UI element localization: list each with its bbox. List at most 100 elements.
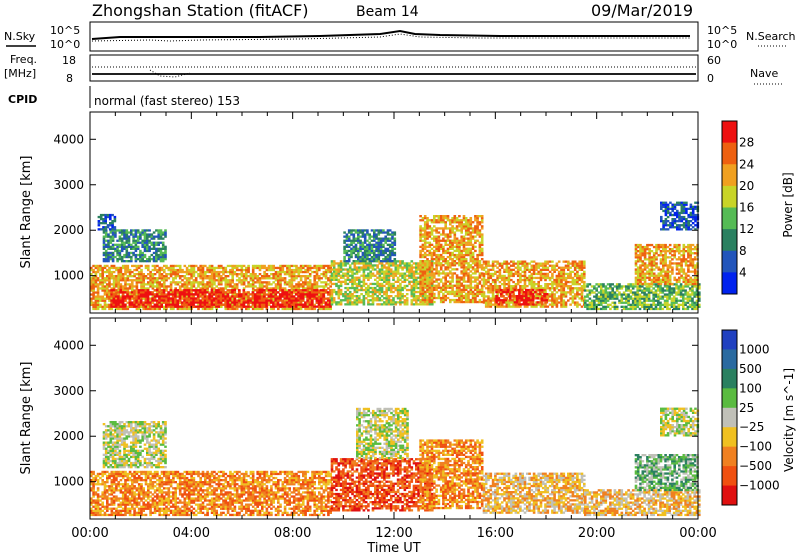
power-echo-cell	[304, 295, 307, 298]
power-echo-cell	[439, 258, 443, 261]
power-echo-cell	[132, 233, 135, 236]
power-echo-cell	[155, 305, 159, 308]
power-echo-cell	[347, 235, 351, 238]
power-echo-cell	[374, 290, 377, 294]
power-echo-cell	[190, 285, 193, 288]
power-echo-cell	[229, 295, 232, 298]
power-echo-cell	[260, 303, 264, 306]
power-echo-cell	[172, 273, 175, 276]
power-echo-cell	[388, 233, 392, 236]
power-echo-cell	[480, 272, 484, 275]
power-echo-cell	[344, 290, 347, 294]
power-echo-cell	[215, 295, 218, 298]
power-echo-cell	[102, 235, 106, 238]
power-echo-cell	[109, 213, 112, 217]
power-echo-cell	[474, 296, 477, 300]
power-echo-cell	[417, 286, 420, 290]
power-echo-cell	[126, 291, 129, 294]
power-echo-cell	[229, 264, 232, 268]
power-echo-cell	[158, 289, 161, 292]
power-echo-cell	[484, 270, 488, 273]
power-echo-cell	[514, 285, 518, 288]
power-echo-cell	[152, 235, 156, 238]
power-echo-cell	[140, 268, 143, 272]
power-echo-cell	[99, 266, 102, 270]
power-echo-cell	[165, 287, 168, 290]
power-echo-cell	[142, 293, 145, 296]
power-echo-cell	[119, 301, 122, 304]
power-echo-cell	[144, 303, 148, 306]
power-echo-cell	[348, 266, 352, 269]
power-echo-cell	[455, 249, 459, 253]
power-echo-cell	[237, 299, 241, 302]
power-echo-cell	[279, 270, 282, 274]
power-echo-cell	[430, 231, 434, 234]
power-echo-cell	[386, 233, 390, 236]
power-echo-cell	[199, 266, 202, 270]
power-echo-cell	[272, 268, 275, 272]
power-echo-cell	[528, 276, 531, 280]
power-echo-cell	[430, 276, 434, 279]
power-echo-cell	[377, 247, 381, 250]
power-echo-cell	[136, 237, 140, 240]
power-echo-cell	[118, 229, 122, 232]
power-echo-cell	[396, 264, 400, 267]
power-echo-cell	[101, 299, 104, 302]
power-echo-cell	[544, 287, 547, 290]
power-echo-cell	[120, 255, 124, 259]
power-echo-cell	[181, 295, 184, 298]
power-echo-cell	[270, 283, 273, 286]
power-echo-cell	[258, 299, 262, 302]
power-echo-cell	[224, 285, 228, 288]
power-echo-cell	[460, 294, 463, 298]
power-echo-cell	[544, 283, 547, 286]
power-echo-cell	[528, 274, 531, 278]
power-echo-cell	[396, 266, 400, 269]
power-echo-cell	[352, 241, 356, 244]
power-echo-cell	[256, 264, 259, 268]
power-echo-cell	[133, 285, 136, 288]
power-echo-cell	[423, 270, 427, 273]
power-echo-cell	[213, 275, 216, 278]
power-echo-cell	[210, 281, 214, 284]
power-echo-cell	[274, 301, 278, 304]
power-echo-cell	[366, 229, 369, 232]
power-echo-cell	[444, 272, 447, 275]
power-echo-cell	[478, 298, 482, 302]
power-echo-cell	[94, 301, 98, 304]
power-echo-cell	[126, 264, 130, 268]
power-echo-cell	[388, 245, 392, 248]
power-echo-cell	[139, 235, 142, 238]
power-echo-cell	[433, 258, 436, 261]
power-echo-cell	[128, 270, 132, 274]
power-echo-cell	[318, 279, 321, 282]
power-echo-cell	[176, 299, 179, 302]
power-echo-cell	[487, 285, 490, 288]
power-echo-cell	[238, 273, 241, 276]
power-echo-cell	[355, 297, 359, 300]
power-echo-cell	[362, 266, 366, 269]
power-echo-cell	[439, 255, 443, 259]
power-echo-cell	[489, 283, 493, 286]
power-echo-cell	[109, 247, 113, 250]
power-echo-cell	[421, 266, 425, 269]
power-echo-cell	[500, 274, 504, 278]
power-echo-cell	[156, 270, 159, 274]
power-echo-cell	[469, 235, 473, 238]
power-echo-cell	[507, 278, 511, 282]
power-echo-cell	[151, 287, 155, 290]
power-echo-cell	[467, 233, 470, 236]
power-echo-cell	[430, 251, 434, 255]
power-echo-cell	[385, 268, 388, 271]
power-echo-cell	[142, 307, 145, 311]
power-echo-cell	[505, 262, 509, 265]
power-echo-cell	[528, 268, 531, 271]
power-echo-cell	[521, 278, 524, 282]
power-echo-cell	[387, 282, 391, 286]
power-echo-cell	[510, 289, 513, 292]
power-echo-cell	[348, 293, 352, 296]
power-echo-cell	[446, 292, 450, 296]
power-echo-cell	[337, 303, 341, 306]
power-echo-cell	[210, 291, 214, 294]
power-echo-cell	[431, 280, 434, 283]
